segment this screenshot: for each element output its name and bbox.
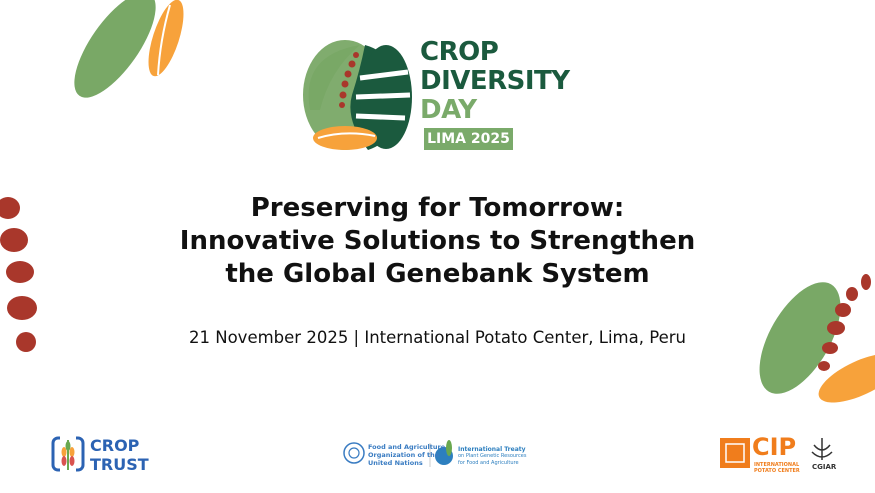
fao-line-2: Organization of the [368, 451, 440, 459]
logo-diversity: DIVERSITY [420, 66, 570, 96]
cgiar-logo: CGIAR [812, 463, 837, 471]
left-red-seeds [0, 197, 37, 352]
treaty-line-1: International Treaty [458, 446, 526, 453]
logo-wordmark: CROP DIVERSITY DAY [420, 38, 570, 125]
title-line-1: Preserving for Tomorrow: [250, 193, 625, 223]
cip-line-2: POTATO CENTER [754, 468, 800, 474]
crop-trust-line-1: CROP [90, 436, 140, 455]
cip-line-1: INTERNATIONAL [754, 462, 800, 468]
fao-line-1: Food and Agriculture [368, 443, 446, 451]
treaty-line-3: for Food and Agriculture [458, 459, 519, 466]
cip-subtitle: INTERNATIONAL POTATO CENTER [754, 462, 800, 474]
top-left-green-leaf [74, 0, 156, 98]
event-date-location: 21 November 2025 | International Potato … [189, 328, 686, 347]
logo-crop: CROP [420, 37, 499, 67]
cip-emblem [720, 438, 750, 468]
bottom-right-orange-leaf [818, 353, 875, 403]
fao-logo: Food and Agriculture Organization of the… [368, 443, 445, 467]
bottom-right-green-leaf [759, 282, 841, 394]
crop-diversity-day-emblem [303, 40, 412, 150]
treaty-line-2: on Plant Genetic Resources [458, 453, 527, 459]
cip-logo: CIP [752, 433, 797, 461]
title-line-2: Innovative Solutions to Strengthen [179, 226, 696, 256]
treaty-emblem [435, 440, 453, 465]
treaty-logo: International Treaty on Plant Genetic Re… [458, 446, 526, 466]
cgiar-emblem [811, 438, 833, 460]
fao-line-3: United Nations [368, 459, 423, 467]
crop-trust-line-2: TRUST [90, 455, 149, 474]
right-red-seeds [818, 274, 871, 371]
title-line-3: the Global Genebank System [225, 259, 650, 289]
fao-emblem [343, 442, 365, 464]
lima-badge: LIMA 2025 [424, 128, 513, 150]
logo-day: DAY [420, 95, 477, 125]
slide-title: Preserving for Tomorrow: Innovative Solu… [0, 192, 875, 291]
crop-trust-emblem [51, 434, 85, 474]
crop-trust-logo: CROP TRUST [90, 436, 149, 474]
top-left-orange-leaf [148, 0, 184, 77]
